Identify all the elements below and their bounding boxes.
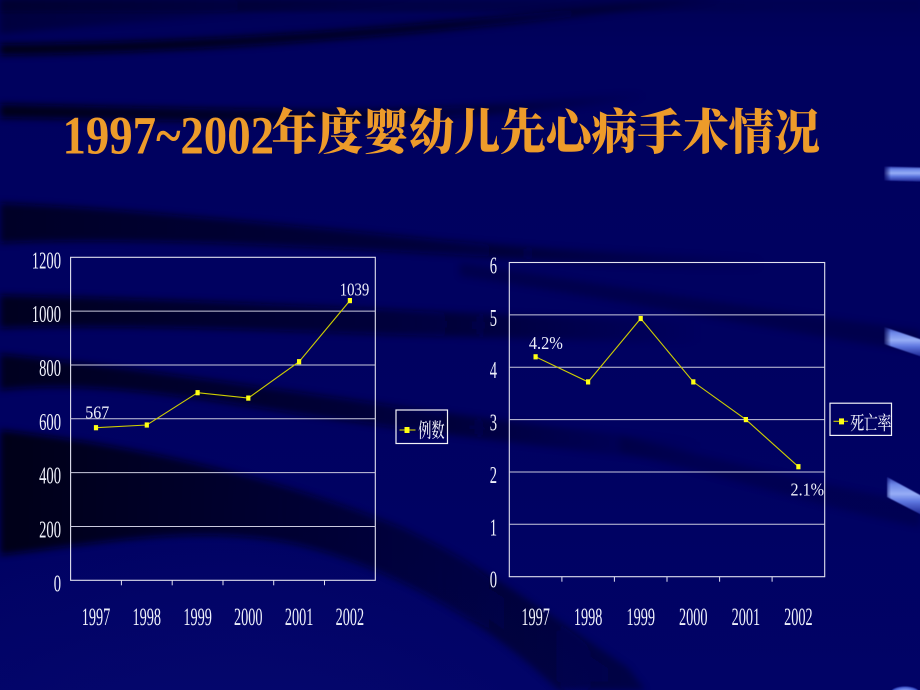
svg-text:1999: 1999 — [183, 602, 212, 631]
svg-text:1998: 1998 — [574, 602, 603, 631]
svg-text:1998: 1998 — [133, 602, 162, 631]
svg-text:1000: 1000 — [32, 301, 61, 328]
svg-text:1997: 1997 — [521, 602, 550, 631]
svg-text:1039: 1039 — [340, 280, 370, 300]
svg-text:2: 2 — [490, 462, 497, 489]
svg-text:3: 3 — [490, 410, 497, 437]
svg-text:0: 0 — [54, 570, 61, 597]
svg-text:567: 567 — [85, 403, 109, 423]
svg-text:1999: 1999 — [626, 602, 655, 631]
svg-text:2002: 2002 — [784, 602, 813, 631]
svg-text:800: 800 — [39, 355, 61, 382]
svg-text:0: 0 — [490, 567, 497, 594]
svg-text:400: 400 — [39, 463, 61, 490]
svg-text:200: 200 — [39, 517, 61, 544]
svg-text:5: 5 — [490, 305, 497, 332]
svg-text:600: 600 — [39, 409, 61, 436]
svg-text:6: 6 — [490, 253, 497, 280]
svg-text:2.1%: 2.1% — [791, 479, 825, 499]
svg-text:2001: 2001 — [285, 602, 314, 631]
svg-text:2000: 2000 — [234, 602, 263, 631]
svg-text:2002: 2002 — [336, 602, 365, 631]
svg-text:4.2%: 4.2% — [529, 333, 563, 353]
svg-text:1997: 1997 — [82, 602, 111, 631]
svg-text:1: 1 — [490, 514, 497, 541]
svg-text:4: 4 — [490, 357, 497, 384]
svg-text:2000: 2000 — [679, 602, 708, 631]
svg-text:2001: 2001 — [732, 602, 761, 631]
svg-text:1997~2002: 1997~2002 — [63, 106, 275, 166]
svg-text:1200: 1200 — [32, 247, 61, 274]
